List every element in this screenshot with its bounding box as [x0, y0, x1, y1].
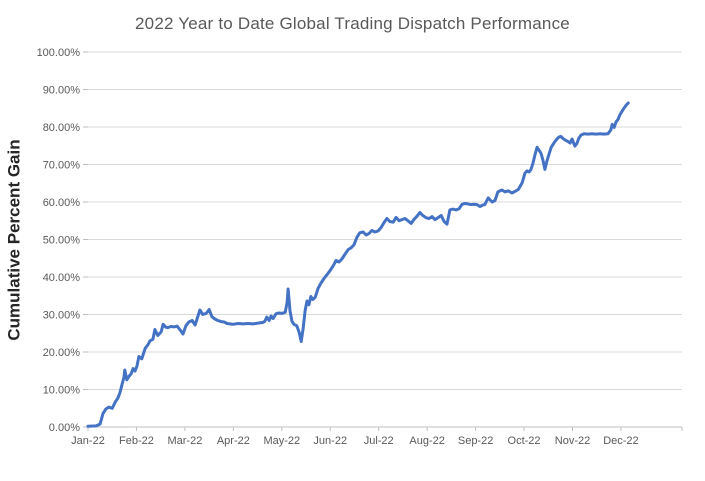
- x-tick-label: Aug-22: [409, 435, 444, 447]
- y-tick-label: 0.00%: [49, 422, 80, 434]
- y-axis-title: Cumulative Percent Gain: [2, 52, 28, 427]
- y-tick-label: 40.00%: [43, 272, 81, 284]
- x-tick-label: Dec-22: [603, 435, 638, 447]
- x-tick-label: May-22: [263, 435, 300, 447]
- x-tick-label: Jan-22: [71, 435, 105, 447]
- y-tick-label: 60.00%: [43, 197, 81, 209]
- chart-title: 2022 Year to Date Global Trading Dispatc…: [135, 14, 570, 33]
- x-tick-label: Jul-22: [364, 435, 394, 447]
- y-tick-label: 70.00%: [43, 160, 81, 172]
- y-axis-title-text: Cumulative Percent Gain: [5, 138, 25, 341]
- x-tick-label: Sep-22: [458, 435, 493, 447]
- x-tick-label: Mar-22: [167, 435, 202, 447]
- y-tick-label: 50.00%: [43, 235, 81, 247]
- y-tick-label: 10.00%: [43, 385, 81, 397]
- y-tick-label: 80.00%: [43, 122, 81, 134]
- x-tick-label: Oct-22: [508, 435, 541, 447]
- series-line: [86, 101, 630, 428]
- y-tick-label: 100.00%: [37, 47, 81, 59]
- x-tick-label: Feb-22: [119, 435, 154, 447]
- x-tick-label: Jun-22: [313, 435, 347, 447]
- x-tick-label: Apr-22: [217, 435, 250, 447]
- y-tick-label: 20.00%: [43, 347, 81, 359]
- y-tick-label: 30.00%: [43, 310, 81, 322]
- y-tick-label: 90.00%: [43, 85, 81, 97]
- x-tick-label: Nov-22: [555, 435, 590, 447]
